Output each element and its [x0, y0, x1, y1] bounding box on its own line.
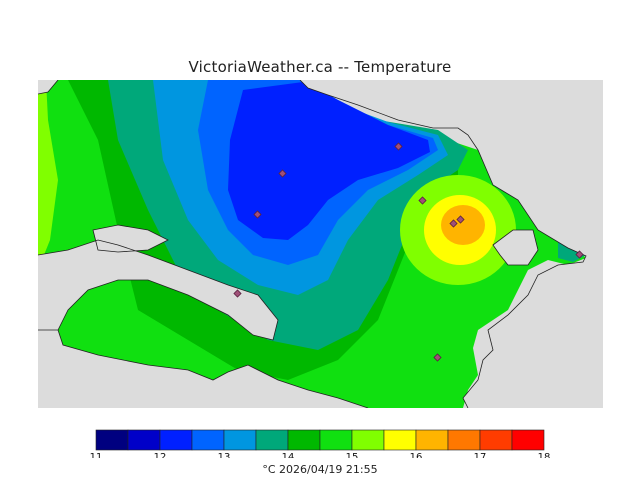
legend-swatch: [479, 429, 513, 451]
legend-tick-label: 11: [90, 452, 103, 458]
legend-tick-label: 13: [218, 452, 231, 458]
legend-swatch: [255, 429, 289, 451]
legend-swatch: [447, 429, 481, 451]
water-topleft: [38, 80, 58, 94]
station-marker[interactable]: [433, 353, 442, 362]
legend-swatch: [351, 429, 385, 451]
legend-ticks: 11 12 13 14 15 16 17 18: [90, 452, 551, 458]
legend-swatch: [159, 429, 193, 451]
legend-swatch: [511, 429, 545, 451]
legend-swatch: [287, 429, 321, 451]
contour-band-orange: [441, 205, 485, 245]
legend-tick-label: 12: [154, 452, 167, 458]
contour-band-deepblue: [228, 82, 430, 240]
legend-tick-label: 18: [538, 452, 551, 458]
map-footer: °C 2026/04/19 21:55: [0, 463, 640, 476]
legend-swatch: [383, 429, 417, 451]
water-west-channel: [38, 240, 278, 340]
water-areas: [38, 80, 603, 408]
water-east-inlet: [493, 230, 538, 265]
legend-swatches: [95, 429, 545, 451]
station-marker[interactable]: [394, 142, 403, 151]
color-legend: 11 12 13 14 15 16 17 18: [90, 429, 551, 458]
legend-swatch: [127, 429, 161, 451]
station-marker[interactable]: [575, 250, 584, 259]
station-marker[interactable]: [449, 219, 458, 228]
legend-swatch: [319, 429, 353, 451]
legend-tick-label: 17: [474, 452, 487, 458]
station-marker[interactable]: [456, 215, 465, 224]
legend-swatch: [191, 429, 225, 451]
station-marker[interactable]: [233, 289, 242, 298]
water-south-strait: [38, 330, 368, 408]
legend-swatch: [415, 429, 449, 451]
legend-swatch: [223, 429, 257, 451]
temperature-field: [38, 80, 586, 408]
station-marker[interactable]: [253, 210, 262, 219]
unit-label: °C: [262, 463, 276, 476]
contour-band-lime: [38, 80, 58, 270]
legend-tick-label: 16: [410, 452, 423, 458]
timestamp: 2026/04/19 21:55: [279, 463, 378, 476]
legend-swatch: [95, 429, 129, 451]
map-title: VictoriaWeather.ca -- Temperature: [188, 58, 452, 76]
coastline: [38, 80, 587, 408]
station-marker[interactable]: [418, 196, 427, 205]
water-saanich: [93, 225, 168, 252]
temperature-map: [38, 80, 603, 408]
water-north: [300, 80, 603, 408]
legend-tick-label: 14: [282, 452, 295, 458]
legend-tick-label: 15: [346, 452, 359, 458]
station-marker[interactable]: [278, 169, 287, 178]
weather-stations: [233, 142, 584, 362]
